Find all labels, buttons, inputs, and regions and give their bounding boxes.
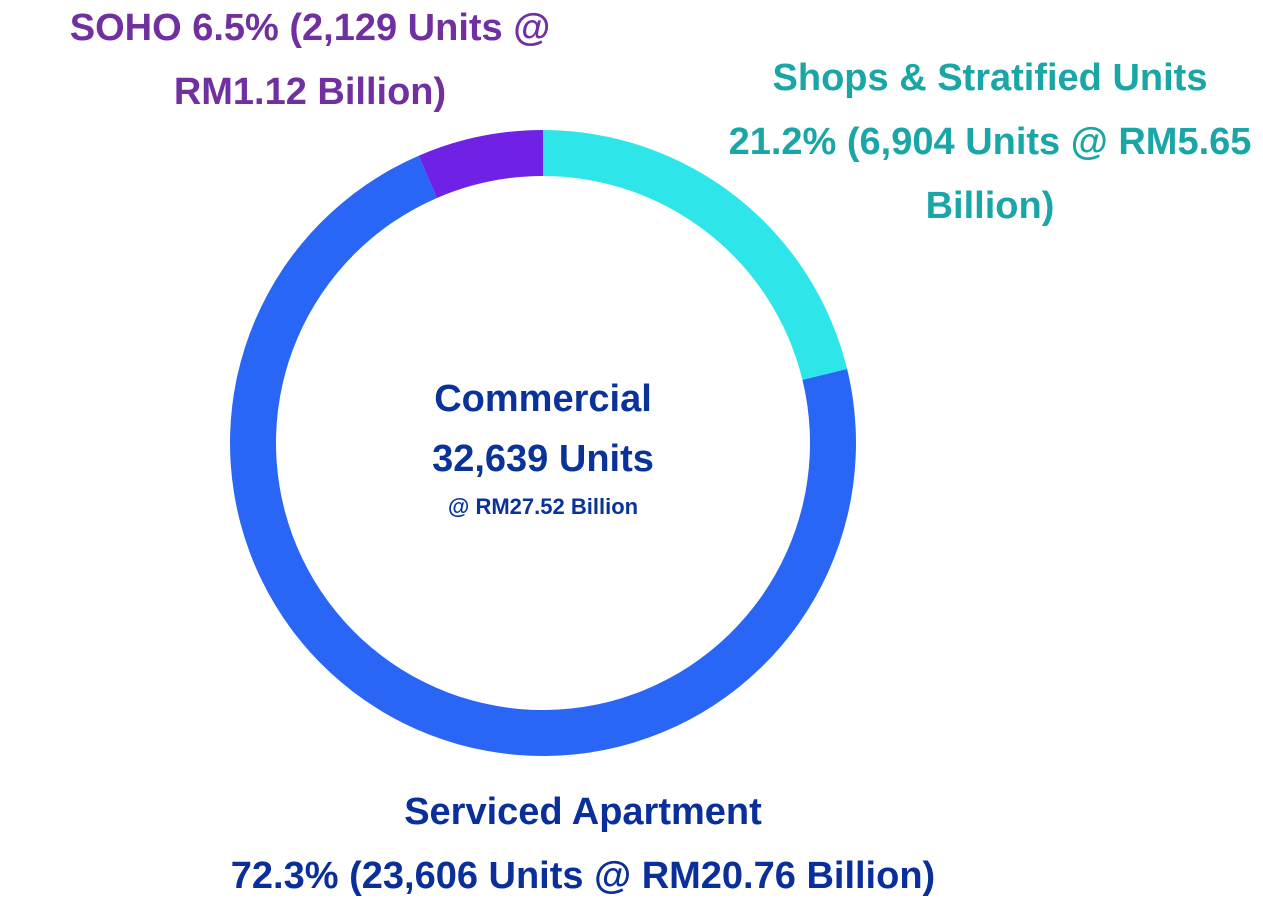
shops-label: Shops & Stratified Units 21.2% (6,904 Un… [720,46,1260,238]
value-label: 6.5% (2,129 Units @ RM1.12 Billion) [173,7,551,113]
category-label: Shops & Stratified Units [772,57,1208,99]
center-title: Commercial [434,378,652,420]
donut-segment [543,130,848,380]
category-label: Serviced Apartment [404,791,762,833]
value-label: 21.2% (6,904 Units @ RM5.65 Billion) [728,121,1252,227]
soho-label: SOHO 6.5% (2,129 Units @ RM1.12 Billion) [0,0,620,124]
serviced-label: Serviced Apartment 72.3% (23,606 Units @… [83,780,1083,908]
center-subtitle: 32,639 Units [432,438,654,480]
donut-segment [418,130,543,198]
category-label: SOHO [69,7,182,49]
center-note: @ RM27.52 Billion [447,494,639,519]
value-label: 72.3% (23,606 Units @ RM20.76 Billion) [230,855,936,897]
